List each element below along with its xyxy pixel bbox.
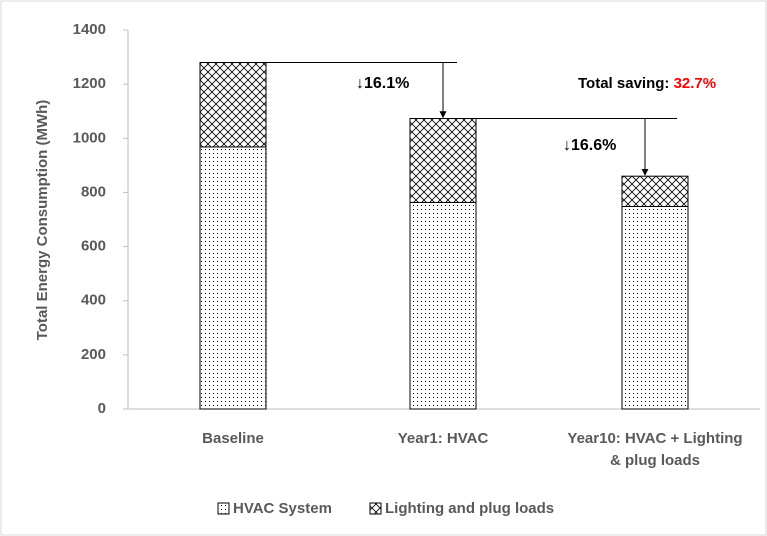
- y-tick-label: 200: [81, 346, 106, 363]
- y-axis-title: Total Energy Consumption (MWh): [34, 100, 51, 341]
- y-tick-label: 400: [81, 292, 106, 309]
- legend-swatch: [217, 502, 230, 515]
- y-tick-label: 600: [81, 238, 106, 255]
- bar-segment: [621, 206, 689, 410]
- legend-label: HVAC System: [233, 500, 332, 517]
- bar-segment: [409, 118, 477, 203]
- x-tick-label: Year10: HVAC + Lighting & plug loads: [567, 430, 743, 469]
- annotation-text: Total saving:: [578, 75, 669, 92]
- legend-label: Lighting and plug loads: [385, 500, 554, 517]
- bar-segment: [621, 175, 689, 208]
- x-tick-label: Year1: HVAC: [397, 430, 489, 447]
- annotation: ↓16.6%: [563, 137, 616, 154]
- y-tick-label: 1400: [73, 21, 106, 38]
- y-tick-label: 1000: [73, 129, 106, 146]
- annotation: ↓16.1%: [356, 75, 409, 92]
- x-tick-label: Baseline: [202, 430, 264, 447]
- y-tick-label: 1200: [73, 75, 106, 92]
- annotation: Total saving: 32.7%: [578, 75, 716, 92]
- bar-segment: [199, 146, 267, 410]
- bar-segment: [199, 61, 267, 148]
- annotation-highlight: 32.7%: [674, 75, 717, 92]
- y-tick-label: 0: [98, 400, 106, 417]
- y-tick-label: 800: [81, 183, 106, 200]
- legend-swatch: [369, 502, 382, 515]
- bar-segment: [409, 201, 477, 410]
